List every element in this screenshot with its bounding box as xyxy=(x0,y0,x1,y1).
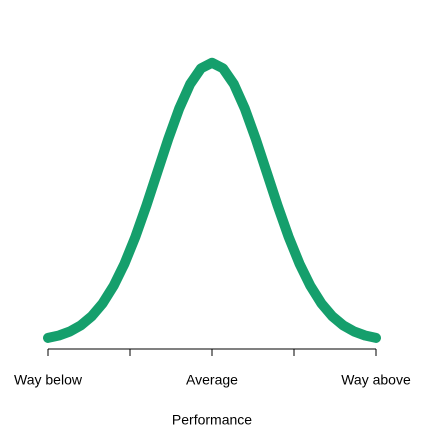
x-tick-label: Average xyxy=(186,372,238,388)
x-tick-label: Way below xyxy=(14,372,83,388)
curve xyxy=(43,57,381,343)
x-axis-title: Performance xyxy=(172,412,252,428)
x-tick-label: Way above xyxy=(341,372,411,388)
